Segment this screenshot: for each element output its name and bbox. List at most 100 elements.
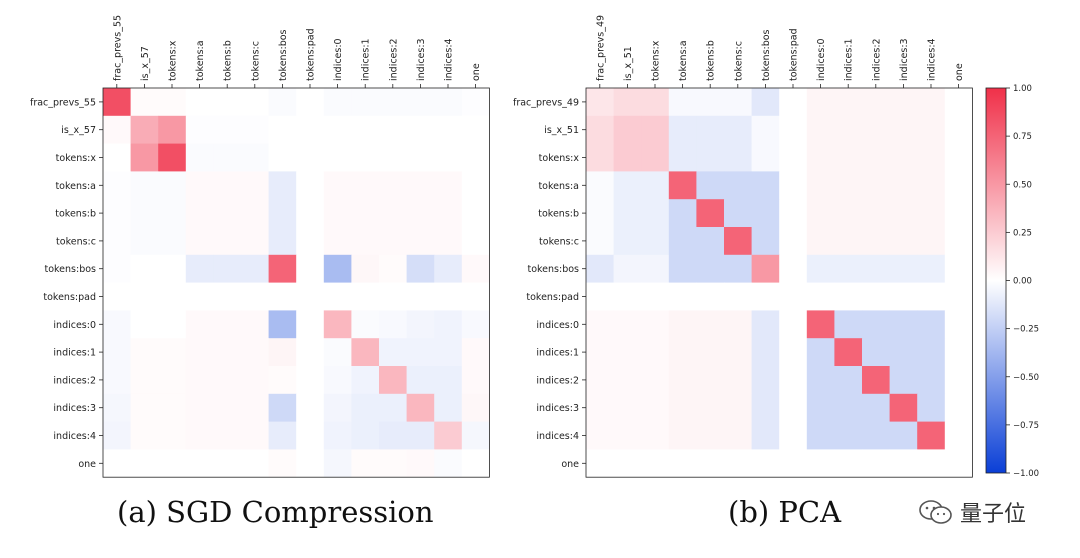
- heatmap-cell-9-0: [103, 338, 131, 367]
- heatmap-cell-8-0: [586, 310, 614, 339]
- heatmap-cell-4-9: [351, 199, 380, 228]
- y-tick-label-indices-1: indices:1: [53, 348, 96, 359]
- heatmap-cell-13-6: [751, 449, 780, 478]
- heatmap-cell-4-8: [806, 199, 835, 228]
- heatmap-cell-10-3: [668, 366, 697, 395]
- heatmap-cell-5-1: [613, 227, 642, 256]
- heatmap-cell-9-10: [379, 338, 407, 367]
- heatmap-cell-9-7: [296, 338, 325, 367]
- heatmap-cell-9-3: [668, 338, 697, 367]
- x-tick-label-indices-0: indices:0: [333, 38, 344, 81]
- heatmap-cell-13-0: [586, 449, 614, 478]
- heatmap-cell-11-0: [103, 393, 131, 422]
- heatmap-cell-13-9: [834, 449, 863, 478]
- heatmap-cell-3-12: [917, 171, 946, 200]
- heatmap-cell-11-1: [613, 393, 642, 422]
- heatmap-cell-5-11: [406, 227, 435, 256]
- heatmap-cell-12-0: [586, 421, 614, 450]
- heatmap-cell-9-5: [241, 338, 269, 367]
- x-tick-label-tokens-a: tokens:a: [195, 40, 206, 81]
- heatmap-cell-4-3: [185, 199, 214, 228]
- heatmap-cell-10-10: [379, 366, 407, 395]
- heatmap-cell-7-9: [834, 282, 863, 311]
- heatmap-cell-6-13: [944, 254, 973, 283]
- x-tick-label-indices-3: indices:3: [416, 38, 427, 81]
- heatmap-cell-11-11: [406, 393, 435, 422]
- heatmap-cell-10-3: [185, 366, 214, 395]
- watermark: 量子位: [918, 496, 1026, 528]
- heatmap-cell-12-10: [379, 421, 407, 450]
- heatmap-cell-7-1: [613, 282, 642, 311]
- heatmap-cell-5-2: [641, 227, 670, 256]
- heatmap-cell-11-11: [889, 393, 918, 422]
- heatmap-cell-13-2: [158, 449, 187, 478]
- heatmap-cell-12-11: [406, 421, 435, 450]
- heatmap-cell-4-8: [323, 199, 352, 228]
- heatmap-cell-3-8: [806, 171, 835, 200]
- heatmap-cell-1-6: [268, 115, 297, 144]
- y-tick-label-tokens-b: tokens:b: [55, 209, 96, 220]
- heatmap-cell-1-7: [296, 115, 325, 144]
- y-tick-label-tokens-x: tokens:x: [56, 153, 97, 164]
- heatmap-cell-11-13: [461, 393, 490, 422]
- heatmap-cell-4-12: [434, 199, 463, 228]
- heatmap-cell-13-3: [668, 449, 697, 478]
- heatmap-cell-13-4: [696, 449, 725, 478]
- heatmap-cell-2-5: [724, 143, 752, 172]
- heatmap-cell-12-2: [641, 421, 670, 450]
- heatmap-cell-4-1: [130, 199, 159, 228]
- y-tick-label-tokens-pad: tokens:pad: [526, 292, 579, 303]
- heatmap-cell-7-7: [296, 282, 325, 311]
- heatmap-cell-11-7: [296, 393, 325, 422]
- heatmap-cell-13-7: [296, 449, 325, 478]
- colorbar-tick-label: 0.00: [1013, 277, 1032, 287]
- heatmap-cell-7-3: [185, 282, 214, 311]
- heatmap-cell-6-8: [323, 254, 352, 283]
- heatmap-cell-7-13: [944, 282, 973, 311]
- heatmap-cell-11-12: [917, 393, 946, 422]
- heatmap-cell-3-5: [724, 171, 752, 200]
- heatmap-cell-9-8: [323, 338, 352, 367]
- heatmap-cell-12-6: [268, 421, 297, 450]
- heatmap-cell-0-9: [834, 88, 863, 117]
- heatmap-cell-4-0: [586, 199, 614, 228]
- heatmap-cell-7-11: [406, 282, 435, 311]
- heatmap-cell-13-5: [241, 449, 269, 478]
- heatmap-cell-6-9: [834, 254, 863, 283]
- heatmap-cell-4-5: [724, 199, 752, 228]
- heatmap-cell-7-0: [103, 282, 131, 311]
- heatmap-cell-2-1: [130, 143, 159, 172]
- heatmap-cell-1-7: [779, 115, 808, 144]
- heatmap-cell-0-1: [613, 88, 642, 117]
- heatmap-cell-2-9: [834, 143, 863, 172]
- heatmap-cell-2-3: [185, 143, 214, 172]
- x-tick-label-tokens-c: tokens:c: [250, 41, 261, 81]
- heatmap-cell-8-4: [696, 310, 725, 339]
- heatmap-cell-10-13: [944, 366, 973, 395]
- heatmap-cell-8-7: [296, 310, 325, 339]
- heatmap-cell-12-12: [434, 421, 463, 450]
- heatmap-cell-6-1: [130, 254, 159, 283]
- heatmap-cell-4-9: [834, 199, 863, 228]
- heatmap-cell-1-9: [351, 115, 380, 144]
- heatmap-cell-5-1: [130, 227, 159, 256]
- heatmap-cell-11-0: [586, 393, 614, 422]
- heatmap-cell-13-11: [406, 449, 435, 478]
- heatmap-cell-5-2: [158, 227, 187, 256]
- colorbar-tick-label: −0.25: [1013, 325, 1039, 335]
- heatmap-cell-12-10: [862, 421, 890, 450]
- colorbar-tick-label: 0.50: [1013, 180, 1032, 190]
- heatmap-cell-1-2: [641, 115, 670, 144]
- heatmap-cell-11-4: [213, 393, 242, 422]
- heatmap-cell-8-9: [834, 310, 863, 339]
- heatmap-cell-9-5: [724, 338, 752, 367]
- heatmap-cell-7-4: [213, 282, 242, 311]
- heatmap-cell-8-2: [158, 310, 187, 339]
- heatmap-cell-6-9: [351, 254, 380, 283]
- heatmap-cell-4-2: [158, 199, 187, 228]
- heatmap-cell-8-13: [944, 310, 973, 339]
- heatmap-cell-13-13: [461, 449, 490, 478]
- plot-frame: [102, 87, 490, 478]
- heatmap-cell-12-5: [241, 421, 269, 450]
- heatmap-cell-11-9: [351, 393, 380, 422]
